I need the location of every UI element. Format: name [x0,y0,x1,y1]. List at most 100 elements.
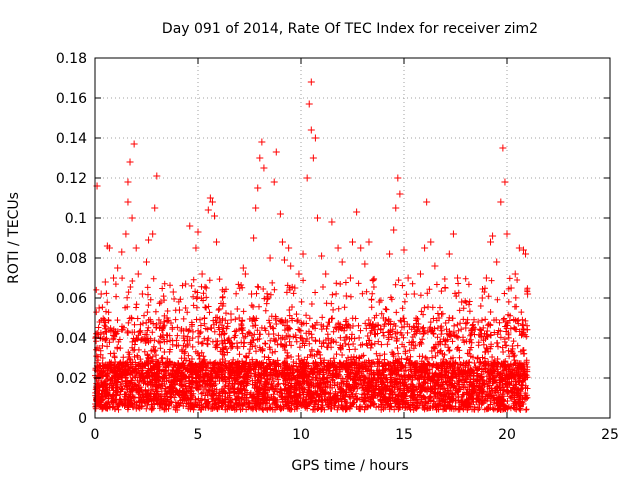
x-tick-label: 20 [498,427,516,443]
x-tick-labels: 0 5 10 15 20 25 [91,427,619,443]
data-point [186,222,194,230]
data-point [342,292,350,300]
data-point [97,290,105,298]
data-point [482,274,490,282]
data-point [124,198,132,206]
data-point [138,290,146,298]
data-point [278,238,286,246]
grid-lines [95,58,610,418]
data-cloud [92,275,531,413]
data-point [313,214,321,222]
x-tick-label: 15 [395,427,413,443]
data-point [346,274,354,282]
data-point [503,230,511,238]
data-point [118,248,126,256]
data-point [285,244,293,252]
data-point [256,154,264,162]
data-point [454,274,462,282]
data-point [487,238,495,246]
data-point [254,184,262,192]
data-point [524,290,532,298]
data-point [519,246,527,254]
y-tick-label: 0.18 [56,51,87,67]
data-point [427,238,435,246]
data-point [423,198,431,206]
data-point [295,270,303,278]
data-point [322,270,330,278]
data-points [93,78,532,334]
data-point [474,318,482,326]
data-point [213,238,221,246]
data-point [252,204,260,212]
data-point [365,238,373,246]
data-point [421,244,429,252]
data-point [130,140,138,148]
data-point [468,326,476,334]
data-point [361,260,369,268]
data-point [390,226,398,234]
data-point [208,198,216,206]
data-point [149,230,157,238]
data-point [369,276,377,284]
data-point [235,314,243,322]
data-point [334,244,342,252]
data-point [435,314,443,322]
roti-cloud [92,275,531,413]
data-point [328,218,336,226]
data-point [511,270,519,278]
data-point [338,258,346,266]
y-tick-label: 0.04 [56,331,87,347]
data-point [349,238,356,246]
data-point [458,298,466,306]
data-point [499,144,507,152]
y-tick-label: 0.1 [65,211,87,227]
data-point [105,244,113,252]
data-point [110,274,118,282]
data-point [375,298,383,306]
data-point [248,290,256,298]
data-point [194,228,202,236]
data-point [307,78,315,86]
data-point [204,206,212,214]
data-point [128,214,136,222]
data-point [151,204,159,212]
data-point [134,270,142,278]
y-tick-label: 0.16 [56,91,87,107]
x-tick-label: 5 [194,427,203,443]
data-point [318,252,326,260]
data-point [307,126,315,134]
data-point [392,204,400,212]
data-point [272,148,280,156]
data-point [309,154,317,162]
data-point [386,250,394,258]
y-axis-label: ROTI / TECUs [6,192,22,284]
data-point [124,178,132,186]
data-point [206,194,214,202]
data-point [305,100,313,108]
data-point [410,290,418,298]
data-point [501,178,509,186]
data-point [122,230,130,238]
data-point [489,232,497,240]
data-point [394,174,402,182]
data-point [507,284,515,292]
data-point [281,256,289,264]
data-point [210,212,218,220]
data-point [266,254,274,262]
data-point [260,164,268,172]
data-point [400,246,408,254]
data-point [357,244,365,252]
data-point [493,258,501,266]
data-point [101,278,109,286]
data-point [379,314,387,322]
data-point [522,250,530,258]
data-point [126,158,134,166]
y-tick-label: 0.02 [56,371,87,387]
data-point [299,250,307,258]
y-tick-label: 0.06 [56,291,87,307]
data-point [192,244,200,252]
data-point [169,288,177,296]
y-tick-label: 0.14 [56,131,87,147]
x-tick-label: 25 [601,427,619,443]
data-point [270,178,278,186]
